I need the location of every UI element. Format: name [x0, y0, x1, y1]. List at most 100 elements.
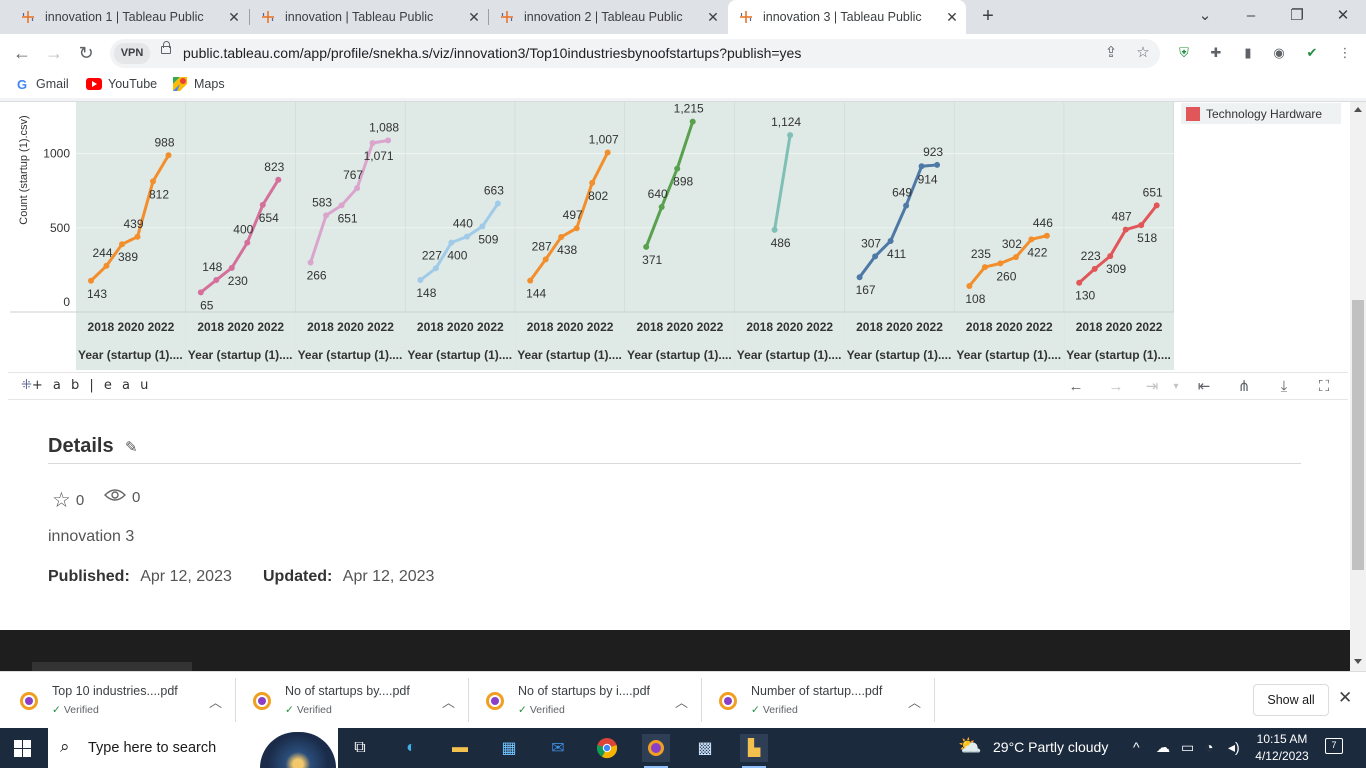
data-point[interactable] — [150, 178, 156, 185]
series-line[interactable] — [89, 154, 170, 282]
data-point[interactable] — [259, 201, 266, 208]
data-point[interactable] — [771, 226, 778, 233]
tab-search-chevron-icon[interactable]: ⌄ — [1198, 7, 1212, 24]
data-point[interactable] — [872, 253, 879, 260]
data-point[interactable] — [134, 233, 141, 240]
extensions-puzzle-icon[interactable]: ✚ — [1210, 45, 1222, 60]
new-tab-button[interactable]: + — [982, 5, 994, 27]
weather-icon[interactable]: ⛅ — [958, 736, 982, 757]
x-axis-header[interactable]: Year (startup (1).... — [847, 348, 952, 362]
reset-icon[interactable]: ⇤ — [1197, 378, 1211, 395]
data-point[interactable] — [934, 161, 941, 168]
x-axis-header[interactable]: Year (startup (1).... — [298, 348, 403, 362]
data-point[interactable] — [527, 277, 534, 284]
share-icon[interactable]: ⇪ — [1104, 44, 1118, 61]
edit-pencil-icon[interactable]: ✎ — [125, 439, 138, 456]
chevron-up-icon[interactable]: ︿ — [209, 695, 223, 710]
window-close-button[interactable]: ✕ — [1336, 7, 1350, 24]
data-point[interactable] — [275, 176, 282, 183]
forward-button[interactable]: → — [45, 43, 63, 63]
download-item[interactable]: No of startups by i....pdf ✓ Verified ︿ — [470, 678, 702, 722]
x-axis-header[interactable]: Year (startup (1).... — [407, 348, 512, 362]
data-point[interactable] — [448, 239, 455, 246]
show-all-button[interactable]: Show all — [1253, 684, 1329, 716]
bookmark-maps[interactable]: Maps — [172, 76, 225, 92]
x-axis-header[interactable]: Year (startup (1).... — [627, 348, 732, 362]
download-item[interactable]: Number of startup....pdf ✓ Verified ︿ — [703, 678, 935, 722]
files-app-icon[interactable]: ▙ — [740, 734, 768, 768]
data-point[interactable] — [338, 202, 345, 209]
system-clock[interactable]: 10:15 AM 4/12/2023 — [1252, 731, 1312, 765]
data-point[interactable] — [1012, 254, 1019, 261]
data-point[interactable] — [558, 233, 565, 240]
edge-icon[interactable]: ◐ — [406, 739, 416, 756]
series-line[interactable] — [199, 178, 280, 294]
data-point[interactable] — [119, 241, 125, 248]
series-line[interactable] — [1078, 204, 1158, 284]
bookmark-gmail[interactable]: G Gmail — [14, 76, 69, 92]
close-icon[interactable]: ✕ — [707, 9, 719, 25]
address-bar[interactable]: VPN public.tableau.com/app/profile/snekh… — [110, 39, 1160, 68]
snipping-tool-icon[interactable]: ▩ — [697, 740, 713, 757]
data-point[interactable] — [323, 212, 330, 219]
line-chart[interactable]: Count (startup (1).csv) 0 500 1000 2018 2020… — [10, 102, 1174, 370]
data-point[interactable] — [1076, 279, 1083, 286]
scroll-thumb[interactable] — [1352, 300, 1364, 570]
verified-extension-icon[interactable]: ✔ — [1306, 45, 1318, 60]
series-line[interactable] — [419, 202, 500, 282]
wifi-icon[interactable]: ◔ — [1205, 739, 1214, 755]
redo-icon[interactable]: → — [1108, 378, 1124, 395]
bookmark-youtube[interactable]: YouTube — [86, 76, 157, 92]
minimize-button[interactable]: – — [1246, 7, 1256, 24]
data-point[interactable] — [997, 260, 1004, 267]
shield-extension-icon[interactable]: ⛨ — [1179, 45, 1189, 60]
x-axis-header[interactable]: Year (startup (1).... — [737, 348, 842, 362]
data-point[interactable] — [787, 132, 794, 139]
x-axis-header[interactable]: Year (startup (1).... — [517, 348, 622, 362]
scroll-up-icon[interactable] — [1354, 107, 1362, 112]
taskbar-search[interactable]: ⌕ Type here to search — [48, 728, 338, 768]
data-point[interactable] — [658, 203, 665, 210]
data-point[interactable] — [244, 239, 251, 246]
profile-avatar-icon[interactable]: ◉ — [1273, 45, 1285, 60]
close-icon[interactable]: ✕ — [1338, 688, 1353, 707]
x-axis-header[interactable]: Year (startup (1).... — [1066, 348, 1171, 362]
file-explorer-icon[interactable]: ▬ — [452, 739, 468, 756]
legend-item-technology-hardware[interactable]: Technology Hardware — [1181, 103, 1341, 124]
data-point[interactable] — [213, 277, 220, 284]
tableau-viz[interactable]: Count (startup (1).csv) 0 500 1000 2018 2020… — [10, 102, 1174, 370]
download-item[interactable]: No of startups by....pdf ✓ Verified ︿ — [237, 678, 469, 722]
tab-innovation-2[interactable]: innovation 2 | Tableau Public ✕ — [489, 0, 727, 34]
data-point[interactable] — [479, 223, 486, 230]
chevron-up-icon[interactable]: ︿ — [908, 695, 922, 710]
series-line[interactable] — [644, 121, 695, 248]
brave-browser-icon[interactable] — [642, 734, 670, 768]
data-point[interactable] — [903, 202, 910, 209]
star-icon[interactable]: ☆ — [52, 489, 71, 512]
data-point[interactable] — [604, 149, 611, 156]
cloud-icon[interactable]: ☁ — [1156, 739, 1170, 755]
data-point[interactable] — [1138, 222, 1145, 229]
data-point[interactable] — [463, 233, 470, 240]
data-point[interactable] — [165, 152, 172, 159]
data-point[interactable] — [918, 163, 925, 170]
tableau-logo[interactable]: ⁜+ a b | e a u — [21, 378, 151, 393]
data-point[interactable] — [1153, 202, 1160, 209]
bookmark-star-icon[interactable]: ☆ — [1136, 44, 1150, 61]
mail-icon[interactable]: ✉ — [551, 740, 565, 757]
url-text[interactable]: public.tableau.com/app/profile/snekha.s/… — [183, 45, 802, 61]
data-point[interactable] — [88, 277, 94, 284]
series-line[interactable] — [528, 151, 610, 282]
reload-button[interactable]: ↻ — [78, 43, 94, 63]
data-point[interactable] — [1043, 232, 1050, 239]
favorites-stat[interactable]: ☆ 0 — [52, 488, 84, 513]
scroll-down-icon[interactable] — [1354, 659, 1362, 664]
data-point[interactable] — [689, 118, 696, 125]
data-point[interactable] — [966, 282, 973, 289]
task-view-icon[interactable]: ⧉ — [354, 739, 366, 756]
lock-icon[interactable] — [161, 41, 171, 54]
store-icon[interactable]: ▦ — [501, 740, 517, 757]
fullscreen-icon[interactable]: ⛶ — [1318, 378, 1330, 395]
close-icon[interactable]: ✕ — [228, 9, 240, 25]
revert-dropdown-icon[interactable]: ▾ — [1173, 381, 1179, 392]
